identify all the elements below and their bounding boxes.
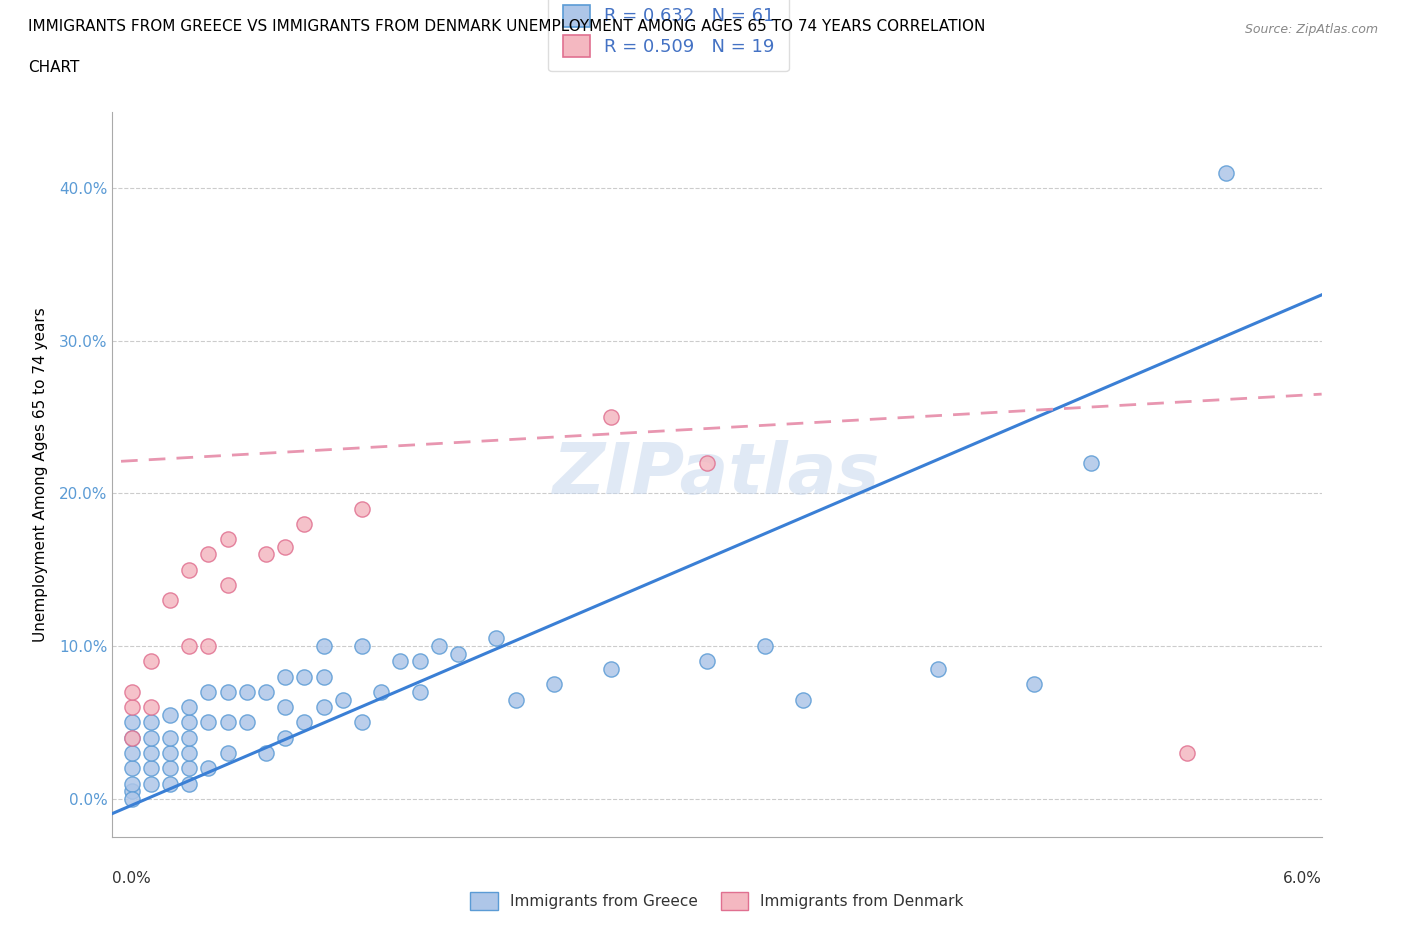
Point (294, 516, 316, 531)
Point (1022, 677, 1045, 692)
Point (485, 631, 508, 646)
Point (350, 501, 373, 516)
Point (179, 715, 201, 730)
Point (254, 746, 277, 761)
Point (179, 730, 201, 745)
Point (312, 670, 335, 684)
Point (121, 730, 143, 745)
Point (121, 699, 143, 714)
Point (179, 563, 201, 578)
Point (139, 699, 162, 714)
Point (274, 730, 297, 745)
Point (1080, 456, 1102, 471)
Point (600, 409, 623, 424)
Point (139, 761, 162, 776)
Point (179, 777, 201, 791)
Point (121, 761, 143, 776)
Y-axis label: Unemployment Among Ages 65 to 74 years: Unemployment Among Ages 65 to 74 years (32, 307, 48, 642)
Point (927, 661, 949, 676)
Point (370, 684, 392, 699)
Point (274, 539, 297, 554)
Point (312, 699, 335, 714)
Point (159, 592, 181, 607)
Point (139, 730, 162, 745)
Point (217, 715, 239, 730)
Point (217, 746, 239, 761)
Point (696, 654, 718, 669)
Point (274, 670, 297, 684)
Point (792, 692, 814, 707)
Point (139, 746, 162, 761)
Point (121, 730, 143, 745)
Point (254, 684, 277, 699)
Point (254, 547, 277, 562)
Point (197, 684, 219, 699)
Point (600, 661, 623, 676)
Point (408, 684, 430, 699)
Point (139, 715, 162, 730)
Text: 0.0%: 0.0% (112, 871, 152, 886)
Point (350, 715, 373, 730)
Point (217, 532, 239, 547)
Point (179, 639, 201, 654)
Point (159, 730, 181, 745)
Point (197, 715, 219, 730)
Point (159, 777, 181, 791)
Point (217, 684, 239, 699)
Legend: Immigrants from Greece, Immigrants from Denmark: Immigrants from Greece, Immigrants from … (464, 885, 970, 916)
Point (312, 639, 335, 654)
Point (389, 654, 412, 669)
Point (121, 777, 143, 791)
Point (139, 777, 162, 791)
Point (754, 639, 776, 654)
Point (294, 670, 316, 684)
Text: Source: ZipAtlas.com: Source: ZipAtlas.com (1244, 23, 1378, 36)
Point (274, 699, 297, 714)
Point (217, 578, 239, 592)
Point (505, 692, 527, 707)
Point (121, 784, 143, 799)
Point (159, 746, 181, 761)
Point (121, 746, 143, 761)
Text: 6.0%: 6.0% (1282, 871, 1322, 886)
Point (1175, 746, 1198, 761)
Text: CHART: CHART (28, 60, 80, 75)
Point (197, 639, 219, 654)
Point (294, 715, 316, 730)
Point (696, 456, 718, 471)
Text: ZIPatlas: ZIPatlas (554, 440, 880, 509)
Point (179, 699, 201, 714)
Point (332, 692, 354, 707)
Text: IMMIGRANTS FROM GREECE VS IMMIGRANTS FROM DENMARK UNEMPLOYMENT AMONG AGES 65 TO : IMMIGRANTS FROM GREECE VS IMMIGRANTS FRO… (28, 19, 986, 33)
Point (1215, 166, 1237, 180)
Point (543, 677, 565, 692)
Point (447, 646, 470, 661)
Point (179, 746, 201, 761)
Point (408, 654, 430, 669)
Point (350, 639, 373, 654)
Point (236, 715, 259, 730)
Point (121, 684, 143, 699)
Point (427, 639, 450, 654)
Point (159, 761, 181, 776)
Point (159, 708, 181, 723)
Point (121, 715, 143, 730)
Point (236, 684, 259, 699)
Point (197, 547, 219, 562)
Point (197, 761, 219, 776)
Point (121, 791, 143, 806)
Point (179, 761, 201, 776)
Point (139, 654, 162, 669)
